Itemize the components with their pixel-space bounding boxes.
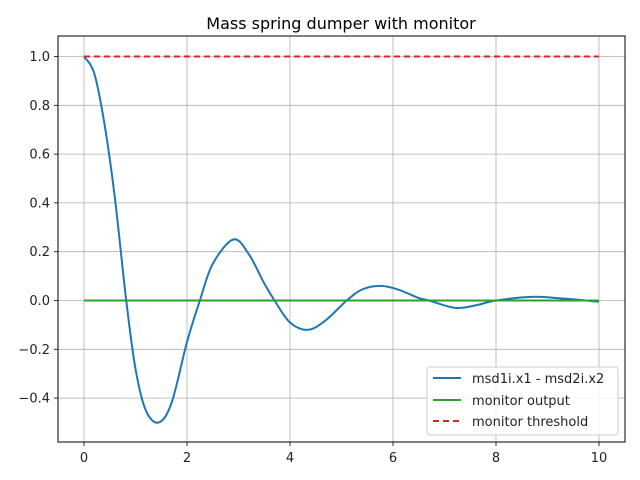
y-tick-label: −0.2 [18,343,50,358]
legend: msd1i.x1 - msd2i.x2 monitor output monit… [426,366,619,436]
y-tick-label: 0.8 [29,99,50,114]
x-tick-label: 4 [286,451,294,466]
plot-frame [57,35,626,443]
legend-label-difference: msd1i.x1 - msd2i.x2 [472,372,604,387]
y-tick-label: 1.0 [29,50,50,65]
x-tick-label: 8 [492,451,500,466]
y-tick-label: 0.0 [29,294,50,309]
x-axis-ticks: 0 2 4 6 8 10 [80,442,607,466]
series-difference-line [83,55,600,424]
x-tick-label: 2 [183,451,191,466]
y-tick-label: −0.4 [18,392,50,407]
legend-box [426,366,619,436]
x-tick-label: 10 [591,451,608,466]
legend-label-monitor-output: monitor output [472,394,570,409]
legend-label-monitor-threshold: monitor threshold [472,415,588,430]
x-tick-label: 0 [80,451,88,466]
grid-lines [58,36,625,442]
chart-title: Mass spring dumper with monitor [206,14,476,33]
plot-series [83,55,600,424]
y-tick-label: 0.2 [29,245,50,260]
x-tick-label: 6 [389,451,397,466]
y-tick-label: 0.6 [29,148,50,163]
y-tick-label: 0.4 [29,196,50,211]
y-axis-ticks: −0.4 −0.2 0.0 0.2 0.4 0.6 0.8 1.0 [18,50,58,407]
